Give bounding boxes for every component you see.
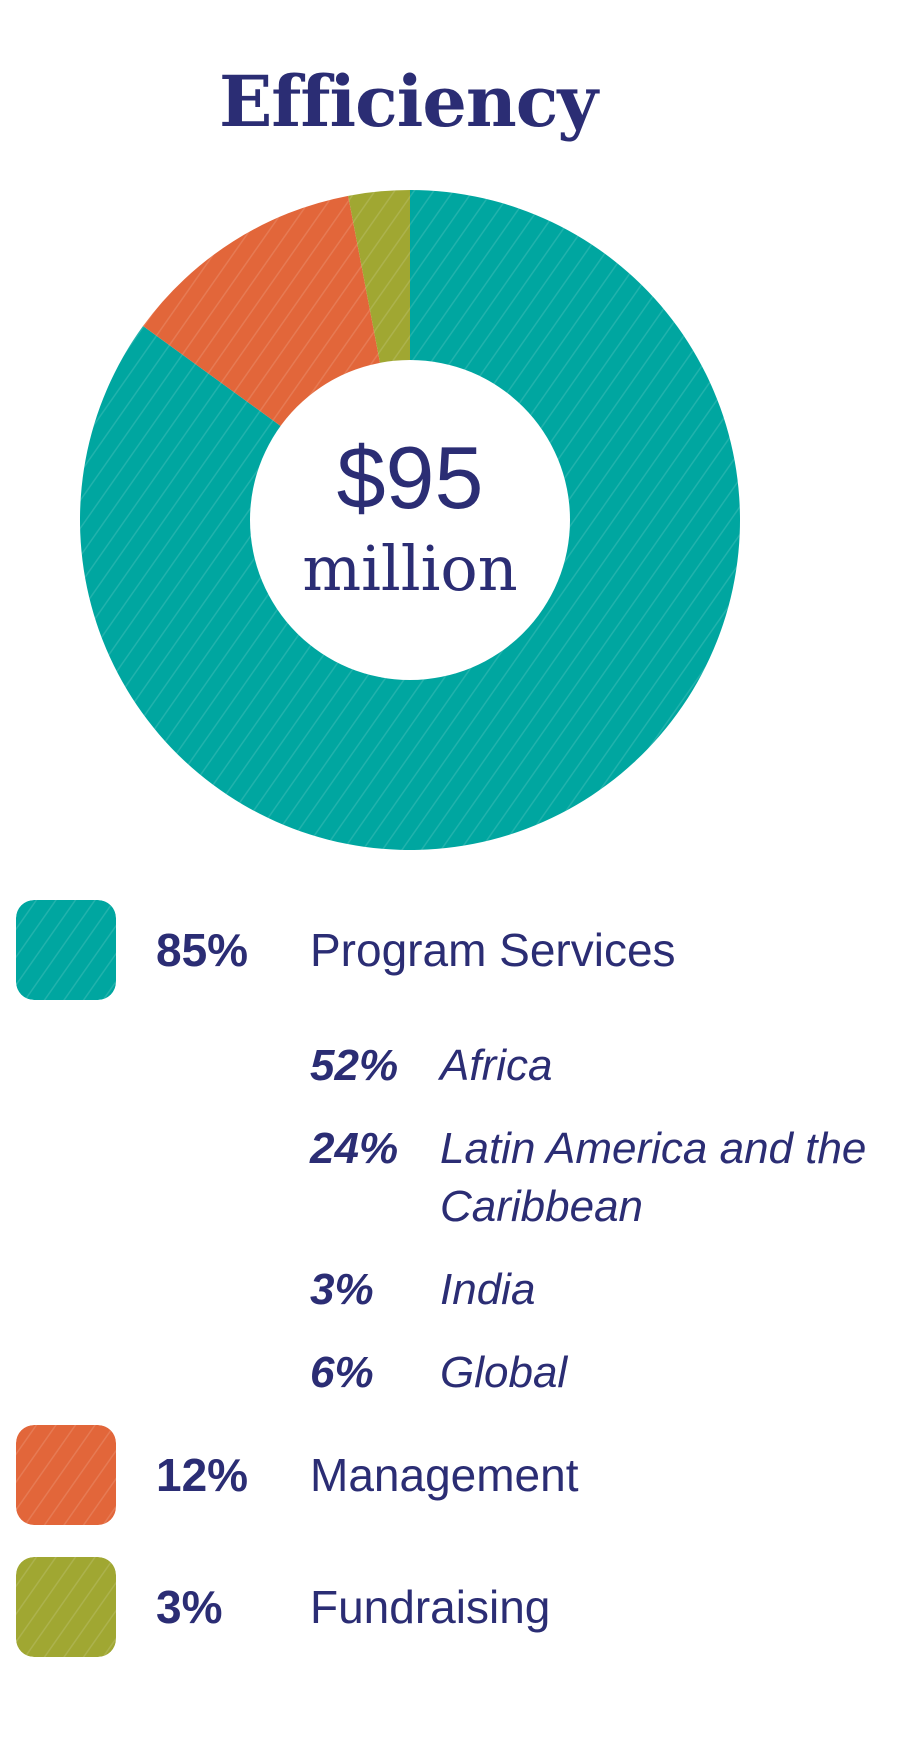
center-unit: million <box>302 532 517 605</box>
legend-pct: 3% <box>156 1581 223 1633</box>
breakdown-label: Global <box>440 1348 568 1397</box>
legend-label: Management <box>310 1449 579 1501</box>
legend-label: Program Services <box>310 924 676 976</box>
breakdown-item-india: 3% India <box>0 1261 916 1319</box>
breakdown-label: Africa <box>440 1041 553 1090</box>
breakdown-item-africa: 52% Africa <box>0 1037 916 1095</box>
breakdown-pct: 24% <box>310 1124 399 1173</box>
breakdown-label: India <box>440 1265 536 1314</box>
donut-chart: $95 million <box>79 190 741 850</box>
legend-pct: 85% <box>156 924 249 976</box>
center-amount: $95 <box>337 428 484 527</box>
legend-label: Fundraising <box>310 1581 551 1633</box>
orange-swatch-icon <box>16 1425 116 1525</box>
breakdown-item-latin-america: 24% Latin America and the Caribbean <box>0 1120 916 1236</box>
legend-item-program-services: 85% Program Services <box>0 900 916 1000</box>
breakdown-item-global: 6% Global <box>0 1344 916 1402</box>
breakdown-pct: 3% <box>310 1265 374 1314</box>
olive-swatch-icon <box>16 1557 116 1657</box>
legend-item-management: 12% Management <box>0 1425 916 1525</box>
legend-pct: 12% <box>156 1449 249 1501</box>
breakdown-label: Latin America and the Caribbean <box>440 1124 867 1231</box>
donut-hole <box>250 360 570 680</box>
legend-item-fundraising: 3% Fundraising <box>0 1557 916 1657</box>
teal-swatch-icon <box>16 900 116 1000</box>
breakdown-pct: 6% <box>310 1348 374 1397</box>
breakdown-pct: 52% <box>310 1041 399 1090</box>
chart-title: Efficiency <box>218 60 598 143</box>
